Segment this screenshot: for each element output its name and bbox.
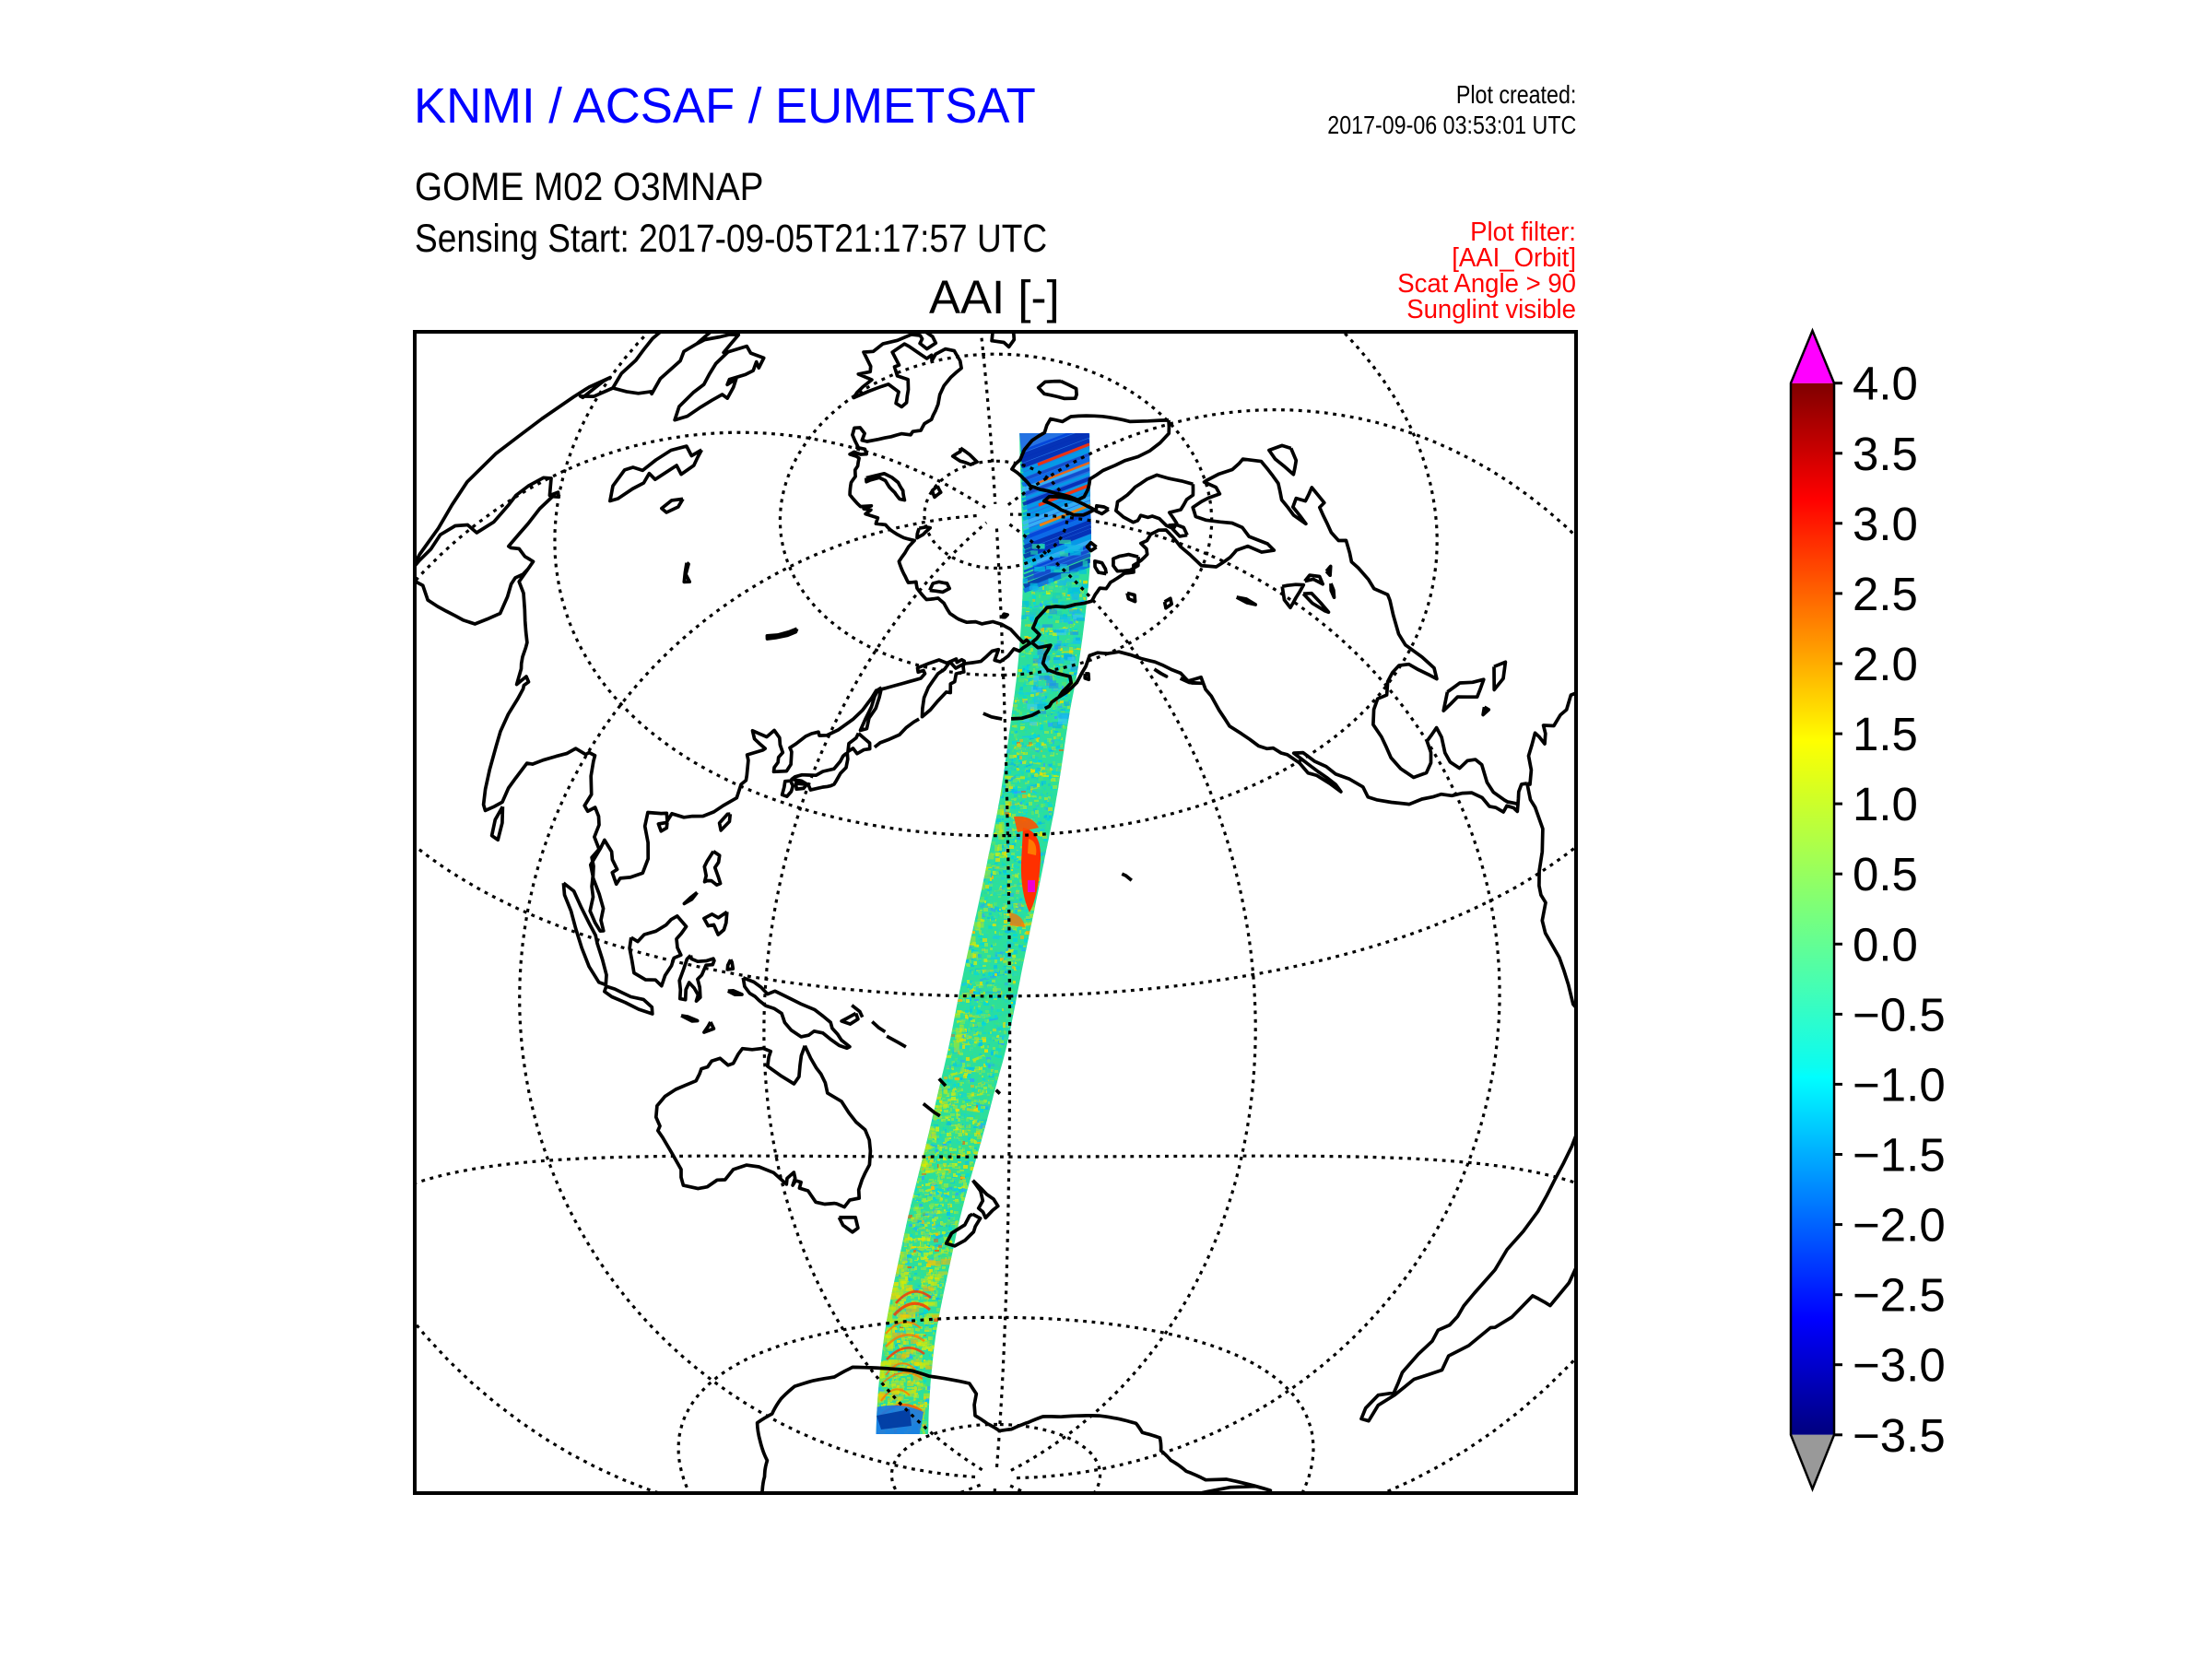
svg-text:0.0: 0.0 (1853, 918, 1918, 971)
svg-text:−2.5: −2.5 (1853, 1269, 1946, 1322)
svg-text:0.5: 0.5 (1853, 848, 1918, 900)
svg-text:1.0: 1.0 (1853, 778, 1918, 830)
svg-text:−3.5: −3.5 (1853, 1409, 1946, 1462)
svg-text:1.5: 1.5 (1853, 708, 1918, 760)
svg-text:−1.5: −1.5 (1853, 1129, 1946, 1182)
svg-text:3.0: 3.0 (1853, 498, 1918, 550)
svg-text:2.0: 2.0 (1853, 638, 1918, 690)
svg-text:−0.5: −0.5 (1853, 988, 1946, 1041)
svg-text:−2.0: −2.0 (1853, 1199, 1946, 1252)
svg-text:4.0: 4.0 (1853, 358, 1918, 410)
svg-text:2.5: 2.5 (1853, 568, 1918, 620)
svg-text:−1.0: −1.0 (1853, 1058, 1946, 1111)
svg-text:−3.0: −3.0 (1853, 1339, 1946, 1392)
svg-text:3.5: 3.5 (1853, 428, 1918, 480)
